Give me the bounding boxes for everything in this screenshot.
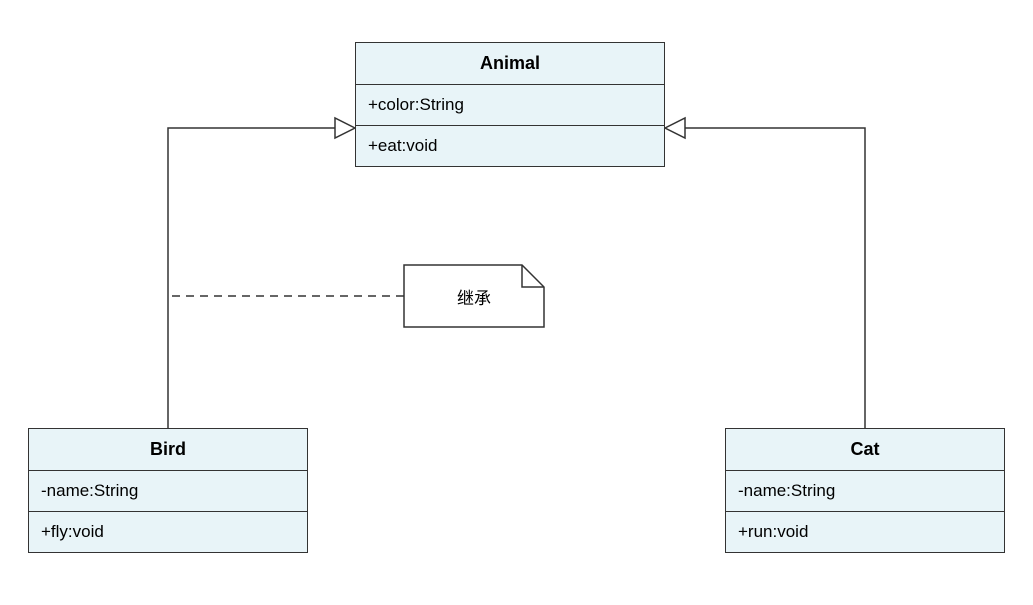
edge-bird-to-animal <box>168 128 335 428</box>
arrowhead-cat-to-animal <box>665 118 685 138</box>
class-bird-attribute: -name:String <box>29 471 307 512</box>
class-animal-name: Animal <box>356 43 664 85</box>
class-bird: Bird -name:String +fly:void <box>28 428 308 553</box>
note-text: 继承 <box>457 284 491 309</box>
class-bird-name: Bird <box>29 429 307 471</box>
arrowhead-bird-to-animal <box>335 118 355 138</box>
class-animal: Animal +color:String +eat:void <box>355 42 665 167</box>
class-cat-name: Cat <box>726 429 1004 471</box>
class-bird-method: +fly:void <box>29 512 307 552</box>
class-animal-attribute: +color:String <box>356 85 664 126</box>
class-animal-method: +eat:void <box>356 126 664 166</box>
note-inheritance: 继承 <box>404 265 544 327</box>
uml-canvas: Animal +color:String +eat:void Bird -nam… <box>0 0 1033 605</box>
class-cat-method: +run:void <box>726 512 1004 552</box>
class-cat-attribute: -name:String <box>726 471 1004 512</box>
class-cat: Cat -name:String +run:void <box>725 428 1005 553</box>
edge-cat-to-animal <box>685 128 865 428</box>
